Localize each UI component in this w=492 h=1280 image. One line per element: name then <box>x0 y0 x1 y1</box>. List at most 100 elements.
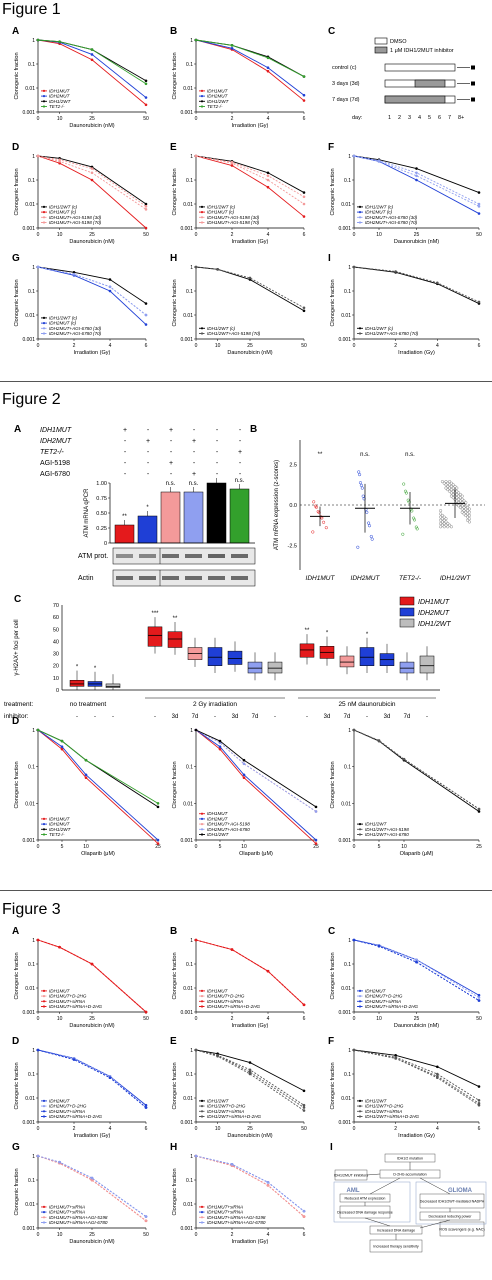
fig2-a-bar <box>184 492 203 543</box>
fig2-d2-point <box>315 842 318 845</box>
fig2-a-sign: - <box>216 460 219 467</box>
fig2-d1-ytick-label: 1 <box>32 728 35 734</box>
fig2-b-annotation: n.s. <box>405 452 415 458</box>
fig3-i-node-label: Increased therapy sensitivity <box>373 1245 419 1249</box>
fig1-f-xlabel: Daunorubicin (nM) <box>394 239 439 245</box>
fig3-c-legend-marker <box>359 1000 361 1002</box>
fig2-a-annotation: n.s. <box>166 481 176 487</box>
fig2-a-sign: - <box>239 460 242 467</box>
fig2-b-point <box>358 473 361 476</box>
fig3-h-ytick-label: 1 <box>190 1154 193 1160</box>
fig1-i-panel: Clonogenic fraction10.10.010.0010246Irra… <box>330 265 481 356</box>
fig1-g-ytick-label: 0.1 <box>28 289 35 295</box>
fig3-b-panel: Clonogenic fraction10.10.010.0010246Irra… <box>172 938 306 1029</box>
fig1-g-legend-marker <box>43 317 45 319</box>
fig1-d-point <box>91 171 94 174</box>
fig1-a-legend-marker <box>43 100 45 102</box>
fig1-a-xlabel: Daunorubicin (nM) <box>69 123 114 129</box>
fig3-d-point <box>145 1106 148 1109</box>
fig3-d-xtick-label: 2 <box>73 1126 76 1132</box>
fig1-b-xlabel: Irradiation (Gy) <box>232 123 269 129</box>
fig3-b-point <box>267 970 270 973</box>
fig1-e-point <box>303 203 306 206</box>
fig2-c-box <box>300 644 314 657</box>
fig3-g-xtick-label: 50 <box>143 1232 149 1238</box>
fig1-h-legend-label: IDH1/2WT+AGI-5198 (7d) <box>207 331 261 336</box>
fig1-f-ylabel: Clonogenic fraction <box>330 168 336 215</box>
fig1-b-ytick-label: 1 <box>190 38 193 44</box>
fig3-a-legend-marker <box>43 995 45 997</box>
fig2-d2-point <box>315 810 318 813</box>
fig3-g-legend-marker <box>43 1206 45 1208</box>
fig2-c-inhibitor-label: - <box>94 714 96 720</box>
fig3-e-xtick-label: 0 <box>195 1126 198 1132</box>
fig3-f-series-line <box>354 1050 479 1103</box>
fig2-b-category-label: TET2-/- <box>399 575 422 582</box>
fig3-i-arrow <box>370 1178 400 1194</box>
fig2-a-sign: - <box>147 427 150 434</box>
fig3-e-point <box>303 1106 306 1109</box>
fig1-a-xtick-label: 0 <box>37 116 40 122</box>
fig2-b-point <box>322 521 325 524</box>
fig3-h-ytick-label: 0.01 <box>183 1202 193 1208</box>
fig2-d1-point <box>37 729 40 732</box>
fig1-d-letter: D <box>12 142 19 153</box>
fig1-e-legend-marker <box>201 206 203 208</box>
fig3-h-legend-marker <box>201 1206 203 1208</box>
fig2-d2-point <box>219 740 222 743</box>
fig2-d3-point <box>353 729 356 732</box>
fig3-b-point <box>303 1003 306 1006</box>
fig1-d-ytick-label: 0.01 <box>25 202 35 208</box>
fig3-a-legend-marker <box>43 1000 45 1002</box>
fig2-c-ytick-label: 20 <box>53 664 59 670</box>
fig2-c-box <box>360 648 374 666</box>
fig3-f-legend-marker <box>359 1115 361 1117</box>
fig1-d-legend-marker <box>43 211 45 213</box>
fig1-f-point <box>478 191 481 194</box>
fig1-b-point <box>231 44 234 47</box>
fig3-a-point <box>58 946 61 949</box>
fig2-c-ytick-label: 30 <box>53 652 59 658</box>
fig3-c-point <box>378 945 381 948</box>
fig2-a-ytick-label: 0.50 <box>96 511 107 517</box>
fig3-b-legend-marker <box>201 1005 203 1007</box>
fig1-f-ytick-label: 0.1 <box>344 178 351 184</box>
fig1-f-letter: F <box>328 142 334 153</box>
fig1-e-xlabel: Irradiation (Gy) <box>232 239 269 245</box>
fig1-h-panel: Clonogenic fraction10.10.010.0010102550D… <box>172 265 307 356</box>
fig1-a-point <box>145 103 148 106</box>
fig1-a-series-line <box>38 40 146 84</box>
fig3-d-ytick-label: 1 <box>32 1048 35 1054</box>
fig2-d1-legend-marker <box>43 833 45 835</box>
fig2-b-point <box>312 501 315 504</box>
fig1-h-ylabel: Clonogenic fraction <box>172 279 178 326</box>
fig2-b-ylabel: ATM mRNA expression (z-scores) <box>274 460 280 550</box>
fig1-b-legend-marker <box>201 90 203 92</box>
fig2-c-inhibitor-label: - <box>112 714 114 720</box>
fig1-b-xtick-label: 4 <box>267 116 270 122</box>
fig2-c-inhibitor-label: - <box>306 714 308 720</box>
fig3-a-legend-marker <box>43 990 45 992</box>
fig1-e-point <box>267 174 270 177</box>
fig2-d1-legend-marker <box>43 818 45 820</box>
fig1-b-legend-marker <box>201 100 203 102</box>
fig3-d-legend-marker <box>43 1110 45 1112</box>
fig1-g-xtick-label: 6 <box>145 343 148 349</box>
fig1-g-ytick-label: 1 <box>32 265 35 271</box>
fig1-a-point <box>145 96 148 99</box>
fig1-e-point <box>303 215 306 218</box>
fig3-e-series-line <box>196 1050 304 1105</box>
fig1-f-legend-marker <box>359 216 361 218</box>
fig3-c-xtick-label: 0 <box>353 1016 356 1022</box>
fig1-h-series-line <box>196 267 304 311</box>
fig3-e-xtick-label: 25 <box>247 1126 253 1132</box>
fig1-a-point <box>145 82 148 85</box>
fig2-d3-series-line <box>354 730 479 809</box>
fig3-i-region-label: GLIOMA <box>448 1188 473 1194</box>
fig1-b-ytick-label: 0.1 <box>186 62 193 68</box>
fig3-f-xlabel: Irradiation (Gy) <box>398 1133 435 1139</box>
fig3-g-point <box>37 1155 40 1158</box>
fig3-a-xtick-label: 0 <box>37 1016 40 1022</box>
fig3-e-ytick-label: 0.001 <box>180 1120 193 1126</box>
fig2-d3-point <box>478 808 481 811</box>
